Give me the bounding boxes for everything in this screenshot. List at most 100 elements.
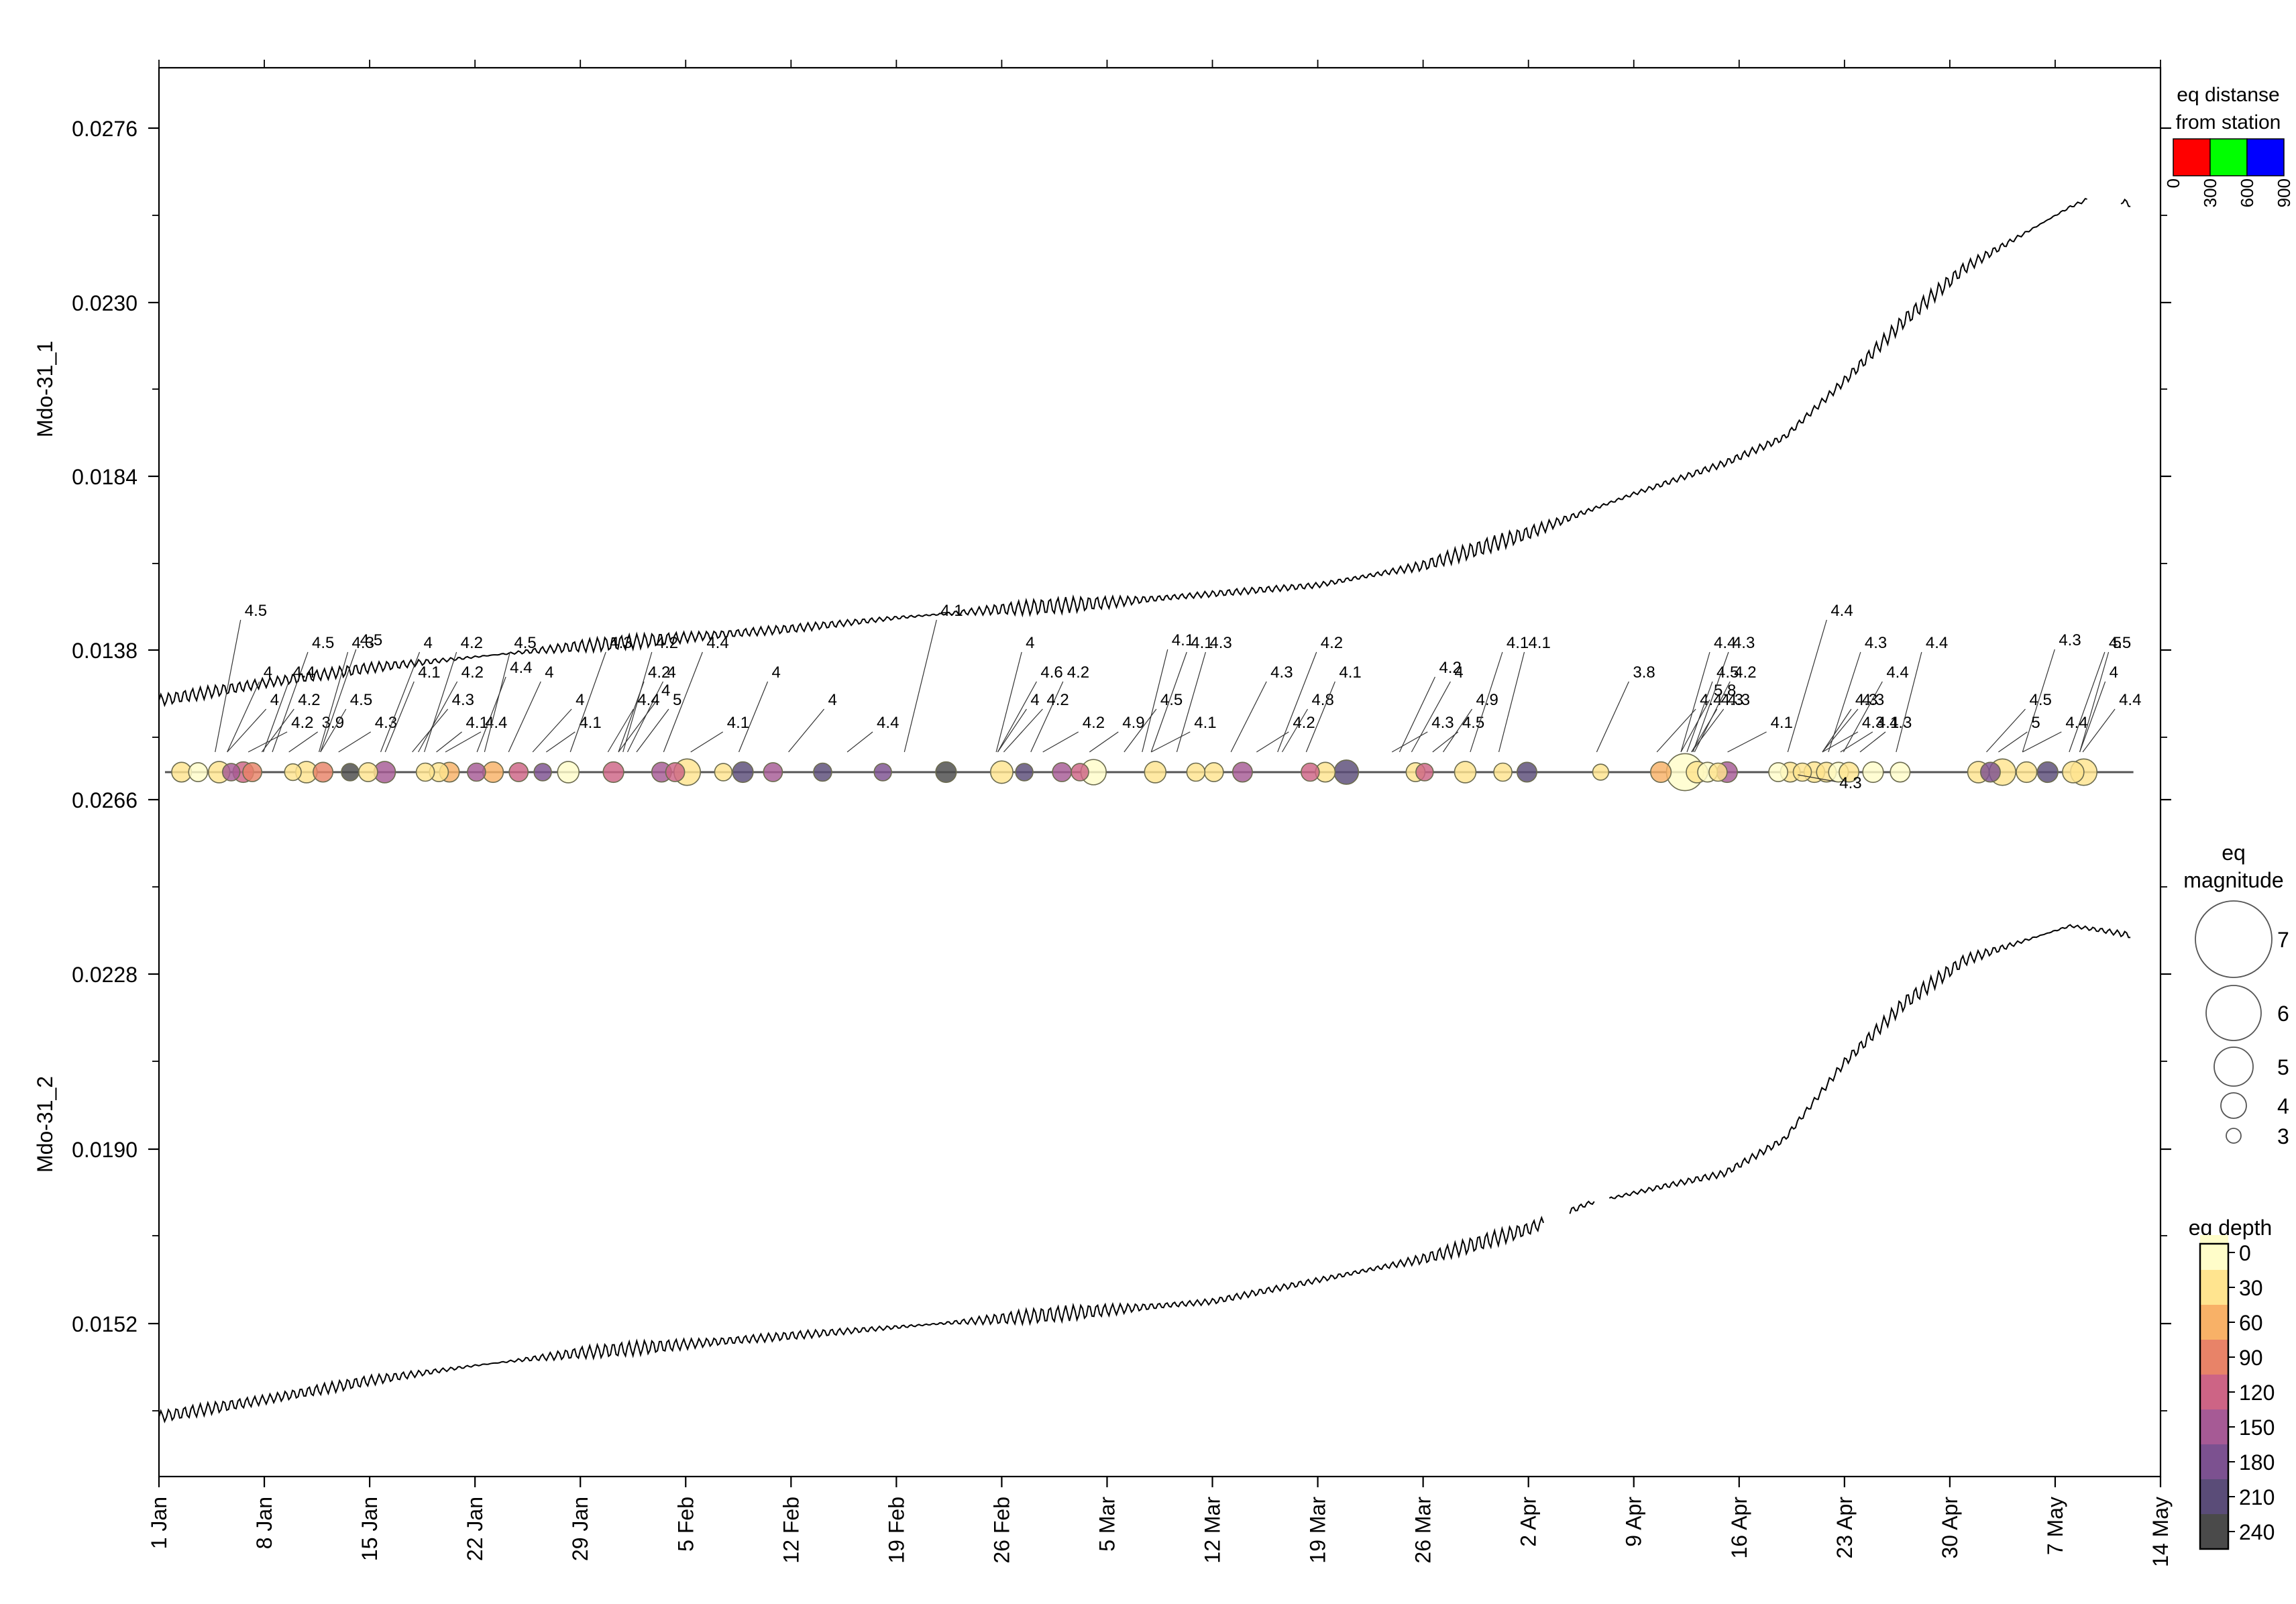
label-leader-line [1030,681,1064,753]
label-leader-line [1998,731,2028,753]
label-leader-line [1176,651,1206,753]
depth-tick-label: 120 [2239,1381,2275,1405]
earthquake-marker [313,761,334,783]
magnitude-legend-title: eq [2222,841,2246,865]
label-leader-line [424,651,457,753]
x-tick-label: 26 Feb [989,1497,1014,1564]
label-leader-line [272,651,309,753]
earthquake-magnitude-label: 4.3 [375,714,397,732]
depth-color-band [2200,1514,2228,1549]
label-leader-line [1843,681,1883,753]
earthquake-marker [665,762,686,782]
earthquake-magnitude-label: 4.5 [2109,634,2131,652]
earthquake-marker [467,762,486,782]
depth-color-band [2200,1375,2228,1409]
label-leader-line [262,681,290,753]
label-leader-line [545,731,576,753]
label-leader-line [484,651,510,753]
label-leader-line [1142,649,1168,753]
earthquake-magnitude-label: 4.2 [1439,659,1461,677]
magnitude-legend: eq magnitude 7 6 5 4 3 [2183,841,2289,1148]
earthquake-marker [1650,761,1672,784]
earthquake-magnitude-label: 4.3 [1209,634,1232,652]
earthquake-magnitude-label: 4.2 [1046,691,1069,709]
earthquake-marker [1015,763,1034,782]
distance-color-swatch [2246,138,2285,176]
earthquake-magnitude-label: 4.3 [1431,714,1454,732]
x-tick-label: 5 Mar [1095,1497,1119,1552]
earthquake-magnitude-label: 4.4 [877,714,899,732]
earthquake-marker [1979,761,2001,783]
depth-color-band [2200,1340,2228,1375]
label-leader-line [320,649,357,753]
earthquake-magnitude-label: 4.2 [461,634,483,652]
earthquake-marker [1890,761,1911,783]
label-leader-line [1391,731,1428,753]
x-tick-label: 19 Feb [884,1497,908,1564]
earthquake-marker [1454,761,1477,784]
x-tick-label: 19 Mar [1306,1497,1330,1564]
earthquake-marker [221,763,241,782]
earthquake-magnitude-label: 4 [1030,691,1039,709]
label-leader-line [1896,651,1922,753]
distance-tick-label: 900 [2274,178,2294,207]
label-leader-line [1859,731,1886,753]
earthquake-marker [1839,761,1860,783]
earthquake-magnitude-label: 4.3 [1890,714,1912,732]
earthquake-marker [1708,762,1728,782]
label-leader-line [1498,651,1525,753]
label-leader-line [1686,681,1713,753]
label-leader-line [636,708,669,753]
label-leader-line [445,731,482,753]
earthquake-magnitude-label: 4.5 [245,602,267,620]
earthquake-magnitude-label: 4.4 [2065,714,2087,732]
magnitude-value-label: 6 [2277,1002,2289,1026]
depth-color-band [2200,1479,2228,1514]
magnitude-size-circle [2220,1092,2247,1119]
earthquake-marker [873,763,892,782]
label-leader-line [1822,708,1859,753]
earthquake-marker [1144,761,1167,784]
label-leader-line [622,651,653,753]
label-leader-line [1305,681,1335,753]
earthquake-magnitude-label: 4.1 [418,663,440,682]
label-leader-line [1256,731,1289,753]
x-tick-label: 12 Mar [1201,1497,1225,1564]
earthquake-magnitude-label: 4.1 [1172,631,1194,649]
label-leader-line [2022,649,2055,753]
earthquake-magnitude-label: 3.8 [1633,663,1655,682]
earthquake-magnitude-label: 4.4 [1714,634,1736,652]
earthquake-magnitude-label: 4.1 [579,714,601,732]
label-leader-line [1470,651,1503,753]
label-leader-line [508,681,541,753]
y-tick-label: 0.0266 [72,788,138,812]
label-leader-line [1089,731,1119,753]
label-leader-line [1432,731,1459,753]
label-leader-line [2069,651,2106,753]
depth-tick-label: 60 [2239,1311,2263,1335]
earthquake-magnitude-label: 4.5 [360,631,382,649]
earthquake-magnitude-label: 5 [673,691,681,709]
earthquake-labels: 4.5443.94.54.44.24.24.34.54.54.344.14.34… [215,602,2141,792]
earthquake-magnitude-label: 4.2 [648,663,670,682]
earthquake-magnitude-label: 4.4 [1830,602,1853,620]
label-leader-line [1399,676,1436,753]
depth-color-band [2200,1235,2228,1270]
label-leader-line [997,681,1037,753]
earthquake-magnitude-label: 4.3 [1728,691,1750,709]
label-leader-line [1822,708,1852,753]
earthquake-magnitude-label: 4.1 [1191,634,1213,652]
label-leader-line [418,681,458,753]
x-tick-label: 16 Apr [1727,1497,1751,1559]
earthquake-magnitude-label: 4.2 [298,691,320,709]
y-tick-label: 0.0230 [72,291,138,315]
earthquake-magnitude-label: 4.5 [1716,663,1739,682]
depth-tick-label: 90 [2239,1346,2263,1370]
earthquake-marker [1862,761,1884,784]
magnitude-size-circle [2195,900,2273,978]
label-leader-line [215,619,241,753]
earthquake-marker [1203,762,1224,782]
label-leader-line [1124,708,1157,753]
label-leader-line [1003,708,1043,753]
